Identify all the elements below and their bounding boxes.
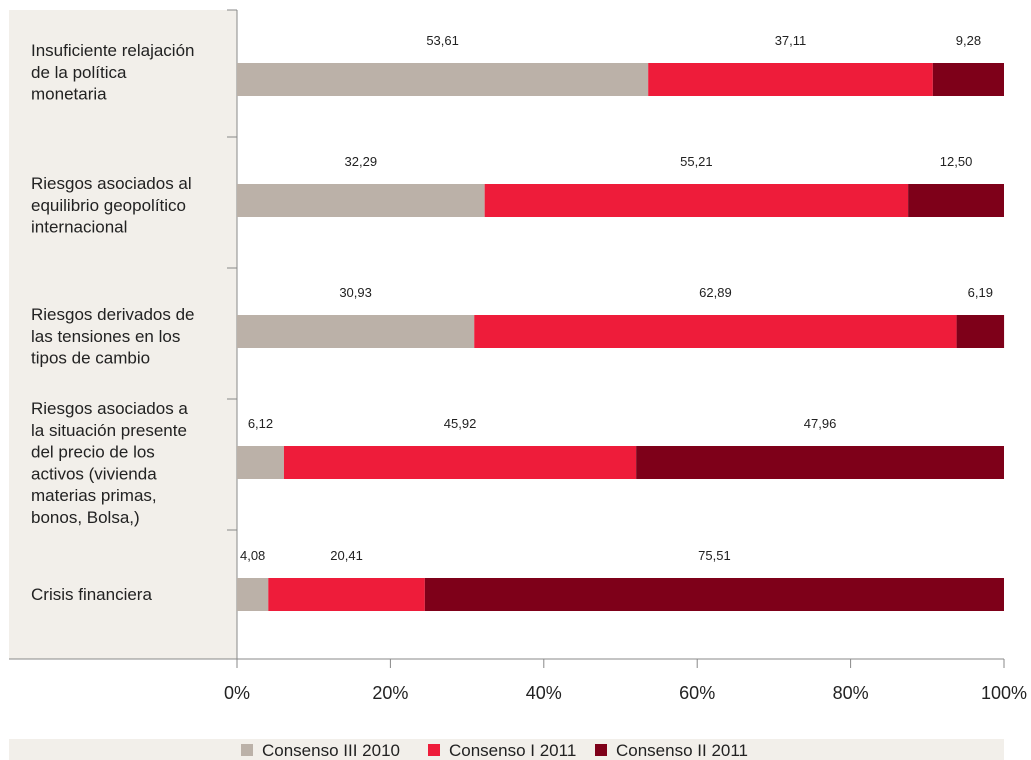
- data-label: 37,11: [775, 33, 807, 48]
- legend-swatch: [595, 744, 607, 756]
- bar-segment: [474, 315, 957, 348]
- legend: Consenso III 2010 Consenso I 2011 Consenso…: [241, 741, 748, 760]
- data-label: 47,96: [804, 416, 837, 431]
- data-label: 9,28: [956, 33, 981, 48]
- legend-label: Consenso II 2011: [616, 741, 748, 760]
- x-tick-label: 100%: [981, 683, 1027, 703]
- labels-layer: Insuficiente relajación de la política mon…: [31, 33, 993, 604]
- data-label: 75,51: [698, 548, 731, 563]
- category-label-line: tipos de cambio: [31, 349, 150, 368]
- data-label: 20,41: [330, 548, 363, 563]
- category-label-line: activos (vivienda: [31, 464, 157, 483]
- bar-segment: [648, 63, 933, 96]
- x-tick-label: 80%: [833, 683, 869, 703]
- category-label: Crisis financiera: [31, 585, 152, 604]
- category-label: Riesgos asociados a la situación presente…: [31, 399, 188, 527]
- category-label-line: Riesgos asociados al: [31, 174, 192, 193]
- x-tick-label: 0%: [224, 683, 250, 703]
- legend-item: Consenso I 2011: [428, 741, 576, 760]
- legend-item: Consenso II 2011: [595, 741, 748, 760]
- category-label-line: monetaria: [31, 85, 107, 104]
- data-label: 30,93: [339, 285, 372, 300]
- data-label: 62,89: [699, 285, 732, 300]
- category-label: Riesgos asociados al equilibrio geopolíti…: [31, 174, 192, 237]
- category-label-line: las tensiones en los: [31, 327, 180, 346]
- category-label-line: equilibrio geopolítico: [31, 196, 186, 215]
- category-label-line: de la política: [31, 63, 127, 82]
- bar-segment: [908, 184, 1004, 217]
- data-label: 53,61: [426, 33, 459, 48]
- legend-swatch: [241, 744, 253, 756]
- category-label-line: materias primas,: [31, 486, 157, 505]
- axis-layer: 0% 20% 40% 60% 80% 100%: [9, 9, 1027, 703]
- x-tick-label: 60%: [679, 683, 715, 703]
- category-label-line: del precio de los: [31, 443, 155, 462]
- bar-segment: [956, 315, 1005, 348]
- bar-segment: [237, 315, 475, 348]
- bar-segment: [268, 578, 425, 611]
- x-tick-label: 40%: [526, 683, 562, 703]
- category-label-line: bonos, Bolsa,): [31, 508, 140, 527]
- bar-segment: [932, 63, 1004, 96]
- category-label: Insuficiente relajación de la política mon…: [31, 41, 194, 104]
- data-label: 6,12: [248, 416, 273, 431]
- category-label-line: la situación presente: [31, 421, 187, 440]
- category-label-line: Riesgos asociados a: [31, 399, 188, 418]
- bar-segment: [237, 446, 284, 479]
- bars-layer: [237, 63, 1005, 611]
- data-label: 45,92: [444, 416, 477, 431]
- bar-segment: [424, 578, 1005, 611]
- data-label: 32,29: [345, 154, 378, 169]
- category-label-line: internacional: [31, 218, 127, 237]
- legend-label: Consenso III 2010: [262, 741, 400, 760]
- data-label: 55,21: [680, 154, 713, 169]
- category-label-line: Insuficiente relajación: [31, 41, 194, 60]
- data-label: 4,08: [240, 548, 265, 563]
- bar-segment: [237, 578, 269, 611]
- legend-item: Consenso III 2010: [241, 741, 400, 760]
- category-label-line: Crisis financiera: [31, 585, 152, 604]
- legend-label: Consenso I 2011: [449, 741, 576, 760]
- bar-segment: [636, 446, 1004, 479]
- bar-segment: [283, 446, 637, 479]
- legend-band: [9, 739, 1004, 760]
- category-label-panel: [9, 10, 237, 659]
- data-label: 12,50: [940, 154, 973, 169]
- category-label-line: Riesgos derivados de: [31, 305, 194, 324]
- bar-segment: [237, 63, 649, 96]
- bar-segment: [237, 184, 485, 217]
- x-tick-label: 20%: [372, 683, 408, 703]
- data-label: 6,19: [968, 285, 993, 300]
- bar-segment: [484, 184, 909, 217]
- category-label: Riesgos derivados de las tensiones en los…: [31, 305, 194, 368]
- legend-swatch: [428, 744, 440, 756]
